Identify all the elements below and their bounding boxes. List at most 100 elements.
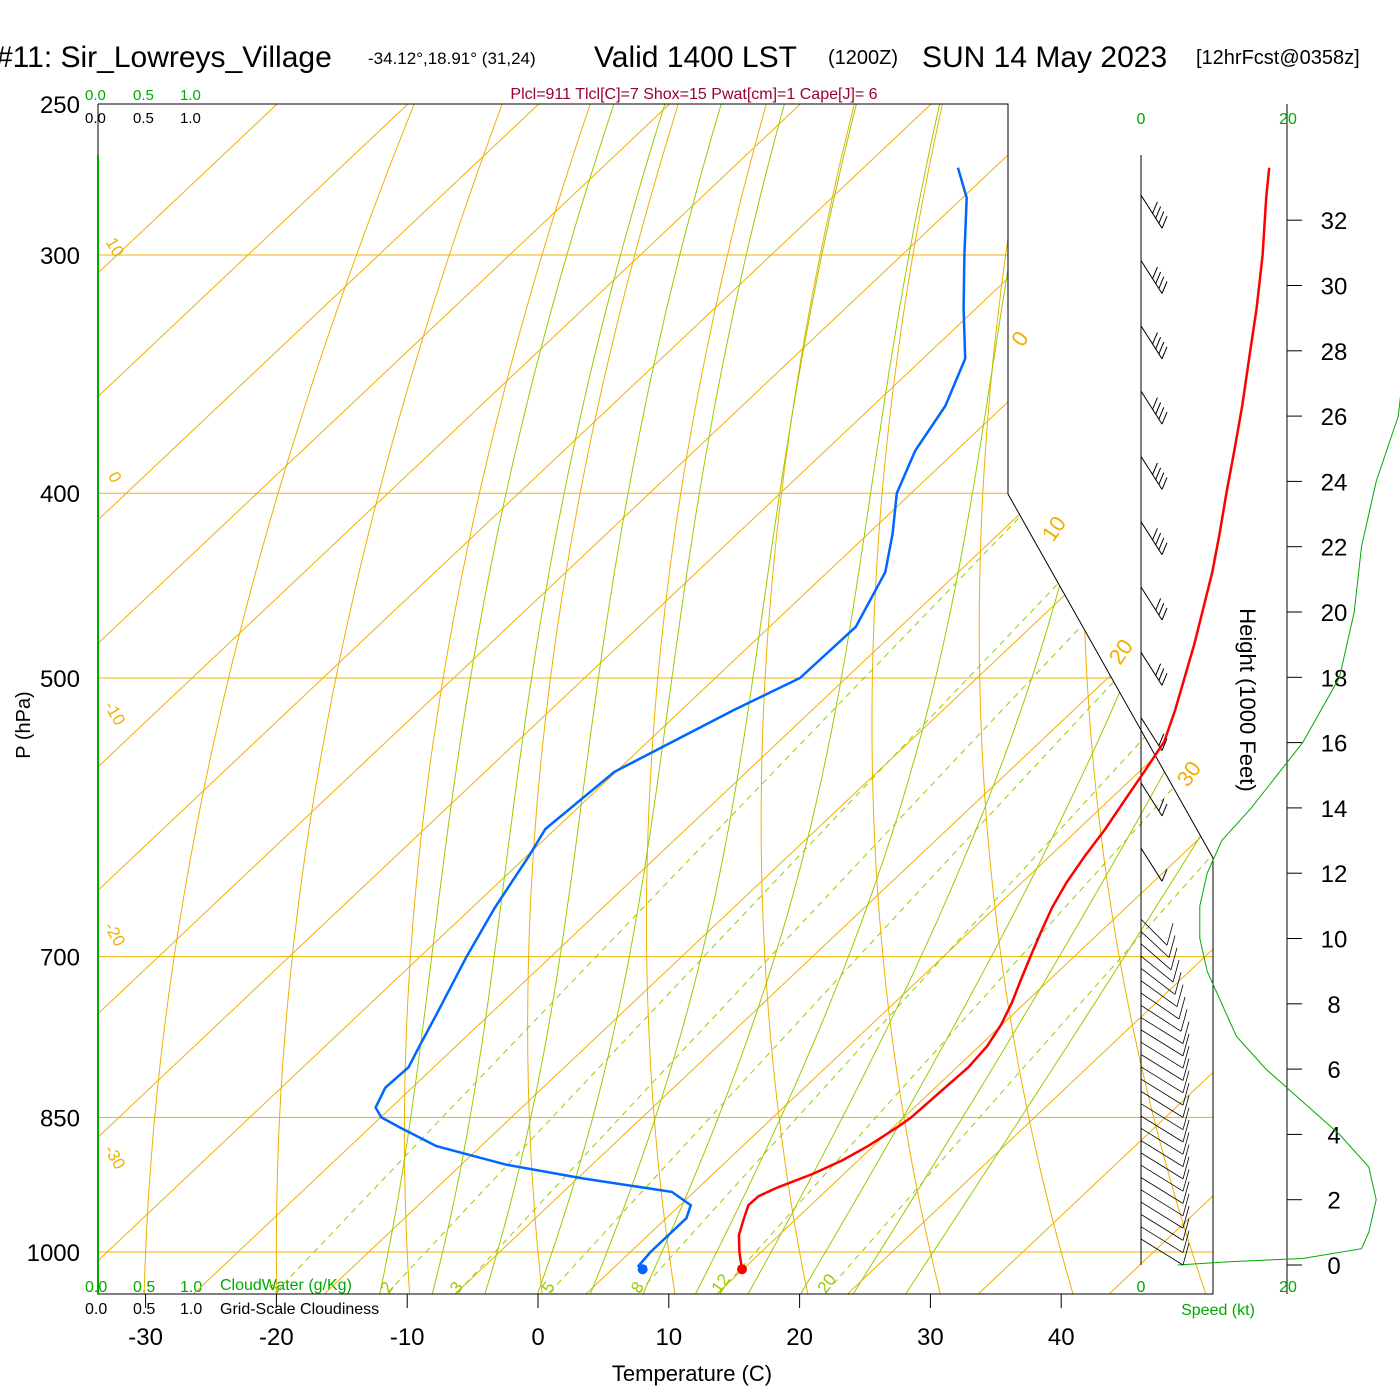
wind-barb-flag <box>1182 1205 1190 1229</box>
speed-tick-label-bottom: 20 <box>1279 1279 1297 1296</box>
cloud-top-green-2: 1.0 <box>180 87 201 104</box>
wind-barb-flag <box>1151 462 1158 476</box>
wind-barb-flag <box>1151 201 1158 214</box>
wind-barb-shaft <box>1140 1177 1184 1204</box>
wind-barb-flag <box>1161 216 1168 229</box>
temperature-tick-label: 30 <box>917 1324 944 1351</box>
height-tick-label: 2 <box>1327 1188 1340 1215</box>
moist-adiabat-line <box>377 104 615 1294</box>
wind-barb-flag <box>1155 663 1162 676</box>
mixing-ratio-line <box>457 492 1208 1293</box>
wind-barb-shaft <box>1140 1078 1184 1106</box>
cloud-bottom-black-0: 0.0 <box>85 1301 107 1318</box>
height-tick-label: 10 <box>1321 927 1348 954</box>
cloudiness-label: Grid-Scale Cloudiness <box>220 1301 379 1318</box>
wind-barb-shaft <box>1140 652 1163 686</box>
cloud-top-black-0: 0.0 <box>85 110 106 127</box>
wind-barb-shaft <box>1140 1054 1184 1081</box>
mixing-ratio-label: 20 <box>814 1270 840 1296</box>
temperature-tick-label: 40 <box>1048 1324 1075 1351</box>
background-lines: 1 2 3 5 8 12 20 <box>98 104 1400 1296</box>
wind-barb-flag <box>1161 738 1168 751</box>
isotherm-line <box>98 104 801 1294</box>
wind-barb-flag <box>1158 276 1165 289</box>
wind-barb-shaft <box>1140 521 1163 555</box>
moist-adiabat-line <box>534 104 785 1294</box>
height-tick-label: 4 <box>1327 1122 1340 1149</box>
wind-barb-flag <box>1155 206 1162 219</box>
wind-barb-flag <box>1182 1058 1190 1081</box>
moist-adiabat-line <box>691 104 1038 1294</box>
cloudwater-label: CloudWater (g/Kg) <box>220 1277 352 1294</box>
wind-barb-shaft <box>1140 1238 1184 1266</box>
wind-barb-flag <box>1161 542 1168 555</box>
wind-barb-flag <box>1182 1107 1190 1130</box>
height-tick-label: 6 <box>1327 1057 1340 1084</box>
dry-adiabat-line <box>1082 104 1209 1294</box>
height-tick-label: 14 <box>1321 796 1348 823</box>
wind-barb-flag <box>1182 1193 1190 1216</box>
isotherm-line <box>323 104 1213 1294</box>
surface-temperature-marker <box>737 1264 748 1275</box>
wind-barb-flag <box>1155 467 1162 480</box>
wind-barb-flag <box>1151 266 1158 280</box>
wind-barb-flag <box>1161 346 1168 359</box>
wind-barb-flag <box>1151 528 1158 541</box>
wind-barb-flag <box>1151 332 1158 345</box>
wind-barb-flag <box>1178 996 1186 1020</box>
top-cloud-scale: 0.0 0.5 1.0 0.0 0.5 1.0 <box>85 87 201 127</box>
wind-barb-shaft <box>1140 260 1163 294</box>
forecast-date: SUN 14 May 2023 <box>922 41 1167 74</box>
dry-adiabat-line <box>275 104 516 1294</box>
isotherm-line <box>98 104 409 1294</box>
wind-barb-flag <box>1161 803 1168 817</box>
wind-barb-shaft <box>1140 1041 1184 1069</box>
wind-barb-flag <box>1155 598 1162 611</box>
isotherm-line <box>585 104 1213 1294</box>
wind-barb-flag <box>1182 1021 1190 1044</box>
isotherm-line <box>716 104 1213 1294</box>
pressure-tick-label: 250 <box>40 92 80 119</box>
isotherm-line <box>1371 104 1400 1294</box>
moist-adiabat-line <box>482 104 722 1294</box>
wind-barb-flag <box>1161 673 1168 686</box>
isotherm-line <box>98 104 540 1294</box>
wind-barb-shaft <box>1140 1029 1184 1057</box>
wind-barb-shaft <box>1140 325 1163 360</box>
wind-barb-shaft <box>1140 1004 1182 1032</box>
wind-barb-flag <box>1182 1218 1190 1241</box>
wind-barb-shaft <box>1140 955 1174 983</box>
wind-barb-flag <box>1182 1082 1190 1106</box>
isotherm-line <box>193 104 1213 1294</box>
height-tick-label: 18 <box>1321 665 1348 692</box>
pressure-tick-label: 500 <box>40 666 80 693</box>
mixing-ratio-line <box>549 492 1213 1293</box>
moist-adiabat-line <box>587 104 857 1294</box>
mixing-ratio-label: 12 <box>708 1270 734 1296</box>
moist-adiabat-line <box>430 104 666 1294</box>
cloud-top-black-2: 1.0 <box>180 110 201 127</box>
valid-time: Valid 1400 LST <box>594 41 797 74</box>
wind-barb-flag <box>1182 1070 1190 1093</box>
isotherm-line <box>98 104 932 1294</box>
wind-barb-flag <box>1182 1095 1190 1118</box>
height-tick-label: 28 <box>1321 339 1348 366</box>
wind-barb-flag <box>1161 411 1168 425</box>
wind-barb-shaft <box>1140 1066 1184 1094</box>
wind-barb-flag <box>1158 341 1165 355</box>
dry-adiabat-line <box>978 104 1076 1294</box>
temperature-tick-label: 0 <box>531 1324 544 1351</box>
height-axis-label: Height (1000 Feet) <box>1235 608 1260 791</box>
station-title: #11: Sir_Lowreys_Village <box>0 41 332 74</box>
wind-speed-profile <box>1177 396 1400 1266</box>
wind-barb-shaft <box>1140 456 1163 490</box>
dewpoint-trace <box>374 167 968 1271</box>
dry-adiabat-line <box>527 104 690 1294</box>
isotherm-label: 0 <box>1006 327 1034 351</box>
height-tick-label: 22 <box>1321 535 1348 562</box>
wind-barb-flag <box>1158 603 1165 616</box>
wind-barb-shaft <box>1140 1103 1184 1131</box>
wind-barb-shaft <box>1140 1201 1184 1229</box>
moist-adiabat-line <box>639 104 941 1294</box>
